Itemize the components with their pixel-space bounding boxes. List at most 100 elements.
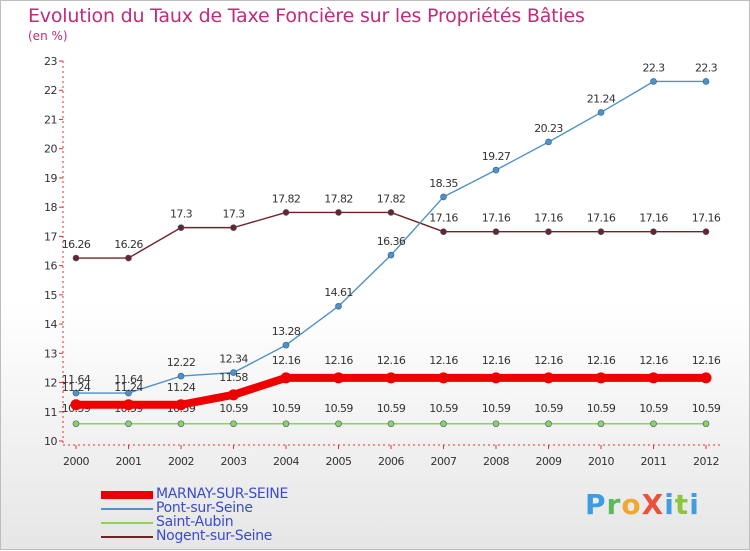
data-label: 13.28 <box>272 325 301 338</box>
series-point <box>335 302 342 310</box>
y-tick-label: 23 <box>44 55 57 68</box>
data-label: 10.59 <box>482 402 511 415</box>
x-tick-label: 2005 <box>326 455 352 468</box>
series-point <box>123 399 134 411</box>
data-label: 19.27 <box>482 150 511 163</box>
data-label: 14.61 <box>324 286 353 299</box>
series-point <box>545 228 552 236</box>
y-tick-label: 14 <box>44 318 57 331</box>
data-label: 11.64 <box>62 373 91 386</box>
data-label: 10.59 <box>587 402 616 415</box>
y-tick-label: 22 <box>44 84 57 97</box>
y-tick-label: 21 <box>44 113 57 126</box>
series-point <box>595 372 607 384</box>
x-tick-label: 2001 <box>116 455 142 468</box>
x-tick-label: 2004 <box>273 455 299 468</box>
series-point <box>440 228 447 236</box>
series-point <box>333 372 344 384</box>
x-tick-label: 2010 <box>588 455 614 468</box>
series-point <box>177 224 185 231</box>
data-label: 17.16 <box>587 212 616 225</box>
series-point <box>543 372 554 384</box>
series-point <box>282 341 290 349</box>
series-point <box>597 420 605 428</box>
series-point <box>650 420 657 428</box>
data-label: 10.59 <box>324 402 353 415</box>
data-label: 12.16 <box>324 354 353 367</box>
data-label: 16.26 <box>62 238 91 251</box>
series-point <box>70 399 82 411</box>
series-point <box>125 420 132 428</box>
x-tick-label: 2007 <box>431 455 457 468</box>
data-label: 17.16 <box>534 212 563 225</box>
x-tick-label: 2000 <box>63 455 89 468</box>
chart-title: Evolution du Taux de Taxe Foncière sur l… <box>28 5 585 27</box>
y-tick-label: 11 <box>44 406 57 419</box>
data-label: 10.59 <box>429 402 458 415</box>
legend-swatch-pont <box>101 508 153 510</box>
series-point <box>440 420 447 428</box>
data-label: 16.26 <box>114 238 143 251</box>
series-point <box>597 228 605 236</box>
y-tick-label: 17 <box>44 230 57 243</box>
data-label: 12.16 <box>534 354 563 367</box>
series-point <box>177 372 185 380</box>
legend-swatch-saint-aubin <box>101 522 153 524</box>
series-point <box>492 228 500 236</box>
data-label: 11.64 <box>114 373 143 386</box>
series-point <box>387 420 395 428</box>
proxiti-logo: ProXiti <box>585 488 700 521</box>
data-label: 16.36 <box>377 235 406 248</box>
series-point <box>702 228 710 236</box>
x-tick-label: 2012 <box>693 455 719 468</box>
series-point <box>387 209 395 216</box>
data-label: 17.16 <box>692 212 721 225</box>
y-tick-label: 20 <box>44 143 57 156</box>
data-label: 17.82 <box>272 192 301 205</box>
series-point <box>492 166 500 174</box>
series-point <box>72 420 80 428</box>
series-point <box>650 228 657 236</box>
data-label: 10.59 <box>272 402 301 415</box>
series-point <box>387 251 395 259</box>
chart-subtitle: (en %) <box>28 29 68 43</box>
data-label: 12.16 <box>692 354 721 367</box>
data-label: 22.3 <box>695 61 718 74</box>
legend-label-nogent: Nogent-sur-Seine <box>156 528 273 544</box>
legend-swatch-marnay <box>101 491 153 499</box>
data-label: 22.3 <box>642 61 665 74</box>
series-point <box>230 369 237 376</box>
data-label: 10.59 <box>377 402 406 415</box>
x-tick-label: 2002 <box>168 455 194 468</box>
data-label: 11.24 <box>167 381 196 394</box>
data-label: 11.58 <box>219 371 248 384</box>
data-label: 17.82 <box>377 192 406 205</box>
y-tick-label: 15 <box>44 289 57 302</box>
x-tick-label: 2008 <box>483 455 509 468</box>
data-label: 21.24 <box>587 92 616 105</box>
data-label: 12.16 <box>429 354 458 367</box>
data-label: 12.16 <box>272 354 301 367</box>
data-label: 17.82 <box>324 192 353 205</box>
data-label: 17.3 <box>170 208 193 221</box>
series-point <box>335 420 342 428</box>
series-point <box>177 420 185 428</box>
x-tick-label: 2003 <box>221 455 247 468</box>
data-label: 12.16 <box>639 354 668 367</box>
data-label: 17.16 <box>639 212 668 225</box>
series-point <box>702 420 710 428</box>
legend-label-marnay: MARNAY-SUR-SEINE <box>156 486 289 502</box>
data-label: 11.24 <box>62 381 91 394</box>
series-point <box>490 372 502 384</box>
data-label: 10.59 <box>692 402 721 415</box>
series-point <box>648 372 659 384</box>
series-point <box>335 209 342 216</box>
series-point <box>230 224 237 231</box>
legend-label-saint-aubin: Saint-Aubin <box>156 514 234 530</box>
series-point <box>228 389 239 401</box>
data-label: 12.34 <box>219 353 248 366</box>
data-label: 10.59 <box>219 402 248 415</box>
data-label: 17.3 <box>222 208 245 221</box>
x-tick-label: 2009 <box>536 455 562 468</box>
